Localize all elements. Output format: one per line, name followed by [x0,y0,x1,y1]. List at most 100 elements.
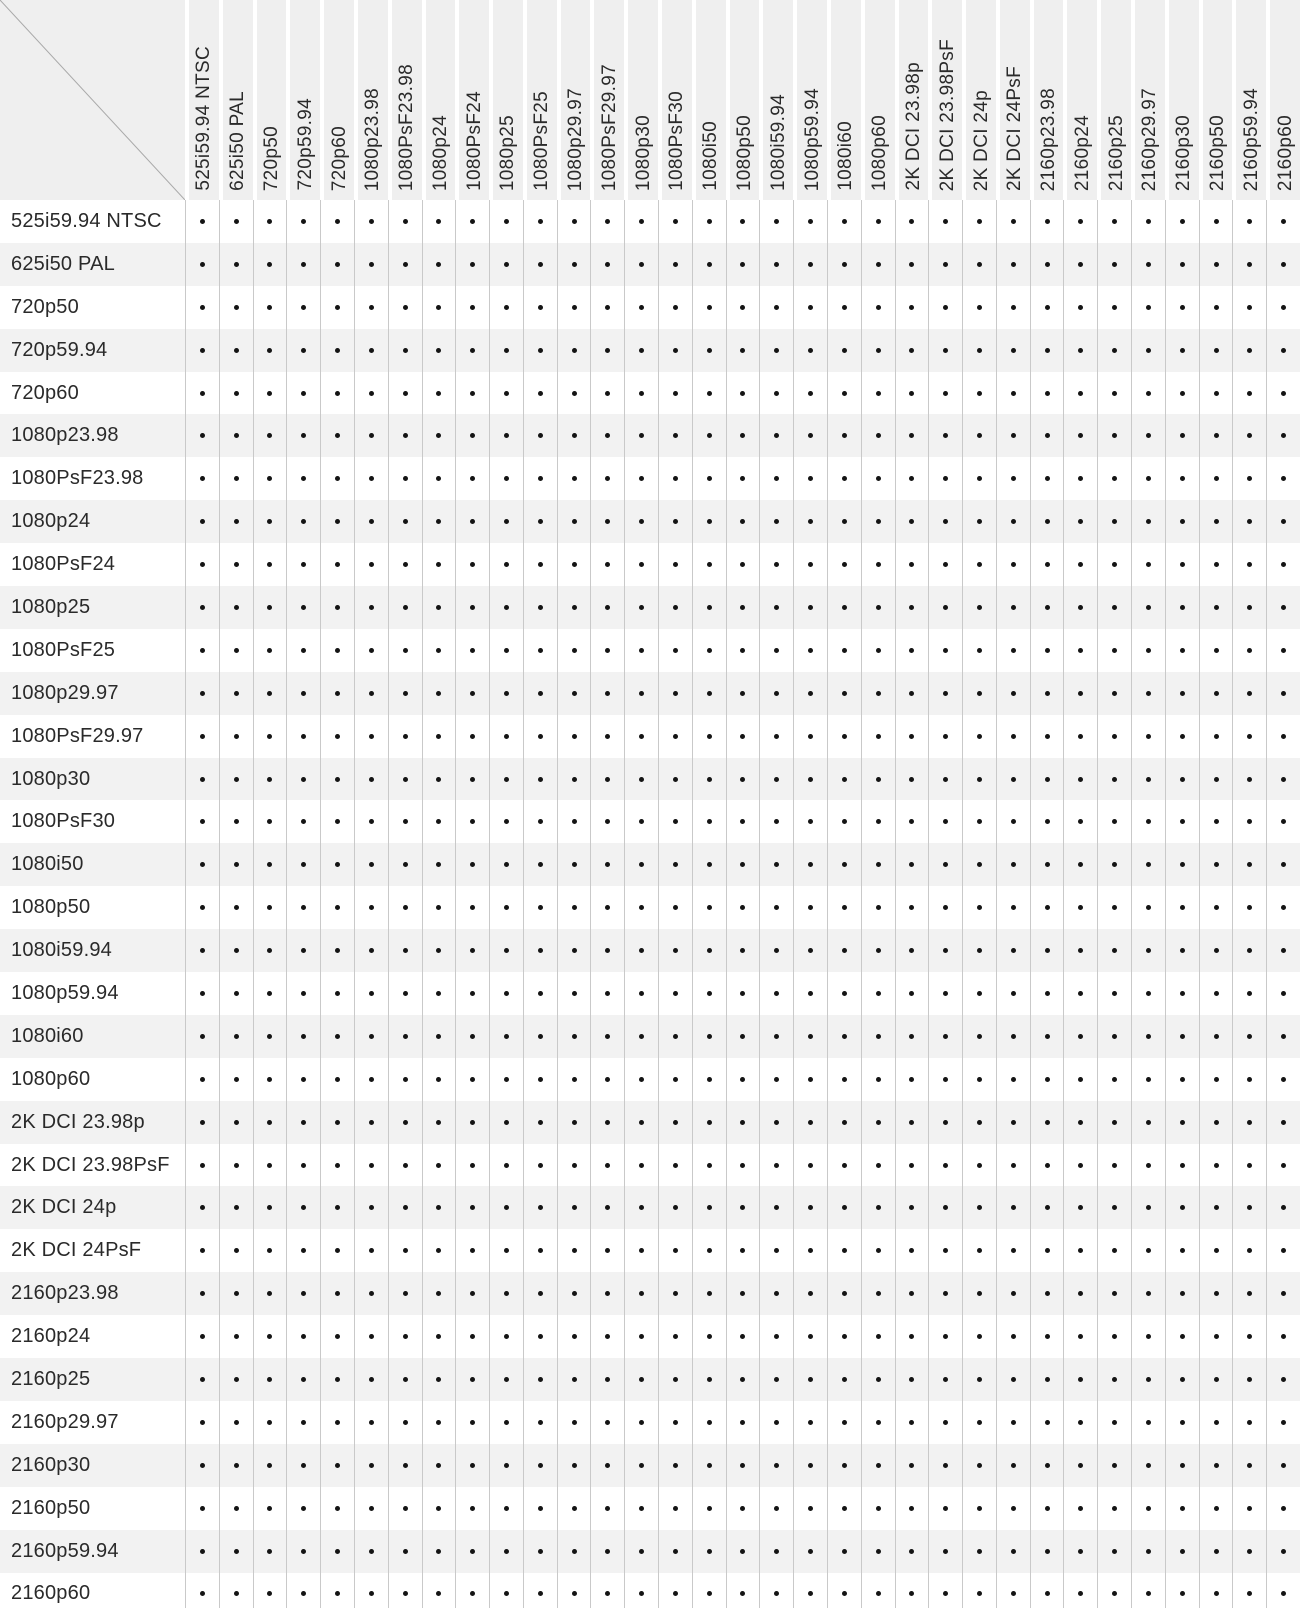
dot-marker [1112,990,1118,996]
matrix-cell [1029,929,1064,973]
dot-marker [943,1119,949,1125]
dot-marker [199,733,205,739]
matrix-cell [826,1315,861,1359]
dot-marker [335,1334,341,1340]
dot-marker [199,261,205,267]
matrix-cell [1097,1443,1132,1487]
dot-marker [233,433,239,439]
matrix-cell [995,886,1030,930]
dot-marker [1281,862,1287,868]
dot-marker [537,476,543,482]
matrix-cell [252,500,287,544]
matrix-cell [1164,1272,1199,1316]
dot-marker [1078,1376,1084,1382]
dot-marker [774,604,780,610]
matrix-cell [590,1315,624,1359]
dot-marker [503,1548,509,1554]
dot-marker [199,1376,205,1382]
matrix-cell [995,972,1030,1015]
matrix-cell [860,1143,895,1187]
matrix-cell [387,843,422,887]
matrix-cell [421,929,456,973]
dot-marker [740,1376,746,1382]
matrix-cell [860,843,895,887]
matrix-cell [1266,1443,1300,1487]
matrix-cell [962,1100,996,1144]
matrix-cell [489,371,523,415]
matrix-cell [286,1057,320,1101]
matrix-cell [1097,714,1131,758]
matrix-cell [1164,1486,1199,1530]
matrix-cell [793,1443,827,1487]
dot-marker [1078,1033,1084,1039]
matrix-cell [1063,543,1097,587]
matrix-cell [421,1529,456,1573]
column-header-label: 1080PsF23.98 [396,63,418,191]
dot-marker [470,476,476,482]
matrix-cell [995,757,1030,801]
matrix-cell [1029,1400,1064,1444]
matrix-cell [1266,1358,1300,1401]
dot-marker [605,1162,611,1168]
matrix-cell [894,843,929,887]
matrix-cell [793,371,827,415]
dot-marker [1247,218,1253,224]
matrix-cell [1232,972,1266,1015]
matrix-cell [252,457,287,501]
matrix-cell [826,1143,861,1187]
dot-marker [1044,948,1050,954]
matrix-cell [218,242,253,286]
dot-marker [301,733,307,739]
dot-marker [503,476,509,482]
matrix-cell [725,1143,760,1187]
dot-marker [1145,562,1151,568]
dot-marker [740,862,746,868]
matrix-cell [556,242,591,286]
matrix-cell [725,1400,760,1444]
dot-marker [470,1462,476,1468]
dot-marker [672,948,678,954]
matrix-cell [590,1400,624,1444]
dot-marker [368,1548,374,1554]
row-label: 2160p50 [11,1496,91,1519]
matrix-cell [353,1572,388,1608]
dot-marker [841,905,847,911]
matrix-cell [928,1358,963,1401]
matrix-cell [252,414,287,458]
dot-marker [1010,519,1016,525]
dot-marker [909,1334,915,1340]
matrix-cell [1198,1229,1233,1273]
dot-marker [740,1505,746,1511]
dot-marker [267,433,273,439]
row-label: 1080p59.94 [11,981,119,1004]
dot-marker [740,948,746,954]
dot-marker [368,905,374,911]
dot-marker [1078,433,1084,439]
dot-marker [335,1119,341,1125]
matrix-cell [1097,929,1132,973]
dot-marker [233,690,239,696]
matrix-cell [185,414,219,458]
matrix-cell [1232,1186,1267,1230]
matrix-cell [1232,1529,1267,1573]
matrix-cell [522,628,557,672]
dot-marker [199,776,205,782]
dot-marker [1112,1205,1118,1211]
dot-marker [1145,862,1151,868]
matrix-cell [252,371,287,415]
matrix-cell [353,1358,388,1401]
matrix-cell [1164,1057,1199,1101]
dot-marker [1112,1248,1118,1254]
dot-marker [808,433,814,439]
matrix-cell [928,886,962,930]
matrix-cell [556,1014,591,1058]
matrix-cell [1131,1272,1165,1316]
matrix-cell [455,371,489,415]
dot-marker [909,819,915,825]
dot-marker [301,1591,307,1597]
column-header: 2160p50 [1198,0,1233,200]
matrix-cell [489,800,523,844]
dot-marker [1010,261,1016,267]
matrix-cell [1198,1486,1233,1530]
matrix-cell [353,972,388,1015]
